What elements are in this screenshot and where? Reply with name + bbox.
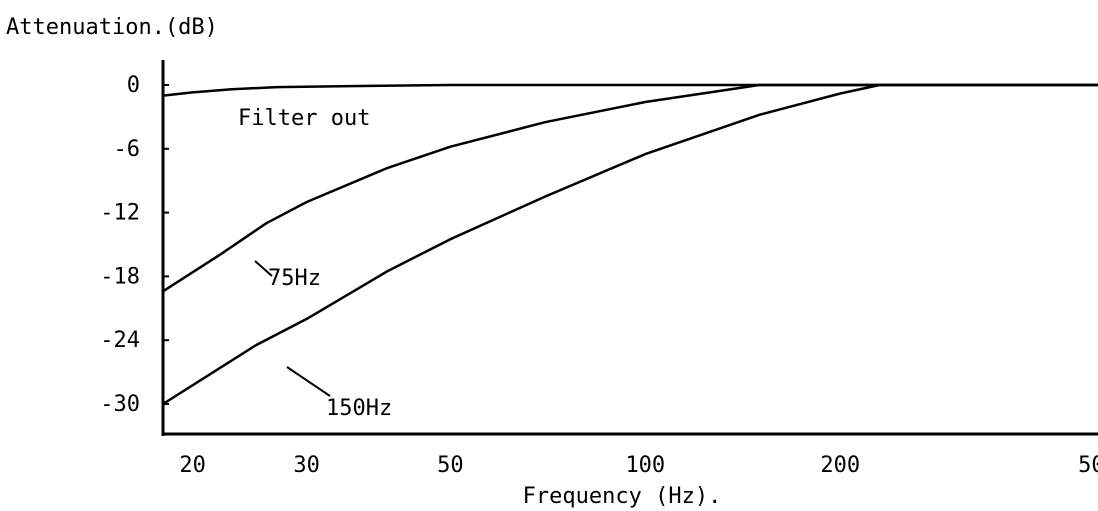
y-tick-label: -18	[100, 264, 140, 289]
y-tick-label: -6	[114, 137, 141, 162]
x-axis-label: Frequency (Hz).	[523, 484, 722, 509]
y-ticks: 0 -6 -12 -18 -24 -30	[100, 73, 169, 417]
x-ticks: 20 30 50 100 200 500	[179, 453, 1098, 478]
leader-75hz	[254, 260, 273, 277]
x-tick-label: 500	[1078, 453, 1098, 478]
leader-150hz	[286, 366, 331, 397]
y-tick-label: 0	[127, 73, 140, 98]
series-line-2	[162, 83, 1098, 293]
x-tick-label: 100	[625, 453, 665, 478]
annotation-150hz: 150Hz	[326, 396, 392, 421]
y-axis-label: Attenuation.(dB)	[6, 15, 218, 40]
series-group	[162, 83, 1098, 406]
series-line-3	[162, 83, 1098, 406]
x-tick-label: 200	[820, 453, 860, 478]
annotation-filter-out: Filter out	[238, 106, 370, 131]
y-tick-label: -30	[100, 392, 140, 417]
series-line-1	[162, 83, 1098, 97]
y-tick-label: -24	[100, 328, 140, 353]
x-tick-label: 50	[437, 453, 464, 478]
x-tick-label: 20	[179, 453, 206, 478]
y-tick-label: -12	[100, 201, 140, 226]
x-tick-label: 30	[293, 453, 320, 478]
annotation-75hz: 75Hz	[268, 266, 321, 291]
